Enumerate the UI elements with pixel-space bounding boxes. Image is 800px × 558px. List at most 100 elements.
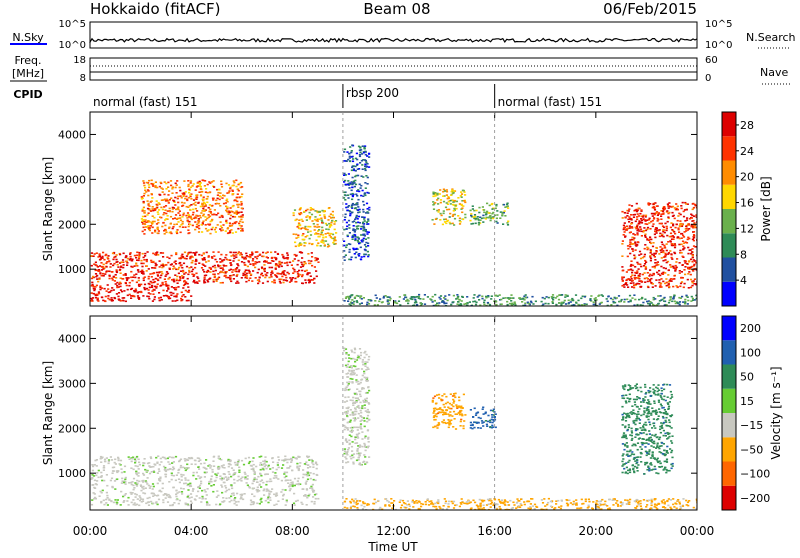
heatmap-cell (180, 270, 182, 272)
heatmap-cell (97, 300, 99, 302)
heatmap-cell (147, 477, 149, 479)
heatmap-cell (124, 479, 126, 481)
heatmap-cell (316, 226, 318, 228)
heatmap-cell (143, 257, 145, 259)
heatmap-cell (222, 195, 224, 197)
heatmap-cell (470, 422, 472, 424)
heatmap-cell (171, 475, 173, 477)
heatmap-cell (107, 504, 109, 506)
heatmap-cell (134, 462, 136, 464)
heatmap-cell (158, 292, 160, 294)
heatmap-cell (307, 467, 309, 469)
colorbar-tick-label: 16 (740, 197, 754, 210)
heatmap-cell (131, 458, 133, 460)
heatmap-cell (652, 246, 654, 248)
heatmap-cell (286, 467, 288, 469)
heatmap-cell (249, 256, 251, 258)
heatmap-cell (263, 488, 265, 490)
heatmap-cell (356, 153, 358, 155)
heatmap-cell (345, 254, 347, 256)
heatmap-cell (241, 460, 243, 462)
heatmap-cell (167, 501, 169, 503)
heatmap-cell (205, 228, 207, 230)
heatmap-cell (365, 162, 367, 164)
heatmap-cell (219, 199, 221, 201)
heatmap-cell (625, 229, 627, 231)
heatmap-cell (354, 366, 356, 368)
heatmap-cell (117, 266, 119, 268)
heatmap-cell (180, 467, 182, 469)
heatmap-cell (440, 298, 442, 300)
heatmap-cell (334, 221, 336, 223)
heatmap-cell (183, 213, 185, 215)
heatmap-cell (202, 208, 204, 210)
heatmap-cell (691, 220, 693, 222)
heatmap-cell (275, 494, 277, 496)
heatmap-cell (675, 227, 677, 229)
heatmap-cell (230, 496, 232, 498)
heatmap-cell (292, 260, 294, 262)
heatmap-cell (181, 292, 183, 294)
heatmap-cell (360, 412, 362, 414)
heatmap-cell (177, 221, 179, 223)
heatmap-cell (452, 204, 454, 206)
heatmap-cell (376, 297, 378, 299)
heatmap-cell (145, 219, 147, 221)
heatmap-cell (216, 189, 218, 191)
heatmap-cell (366, 304, 368, 306)
heatmap-cell (98, 278, 100, 280)
heatmap-cell (359, 402, 361, 404)
heatmap-cell (645, 215, 647, 217)
heatmap-cell (640, 218, 642, 220)
heatmap-cell (237, 212, 239, 214)
heatmap-cell (310, 486, 312, 488)
heatmap-cell (345, 247, 347, 249)
heatmap-cell (225, 254, 227, 256)
heatmap-cell (514, 301, 516, 303)
heatmap-cell (303, 495, 305, 497)
heatmap-cell (495, 304, 497, 306)
heatmap-cell (355, 194, 357, 196)
heatmap-cell (200, 194, 202, 196)
heatmap-cell (192, 185, 194, 187)
heatmap-cell (641, 235, 643, 237)
heatmap-cell (365, 242, 367, 244)
heatmap-cell (262, 256, 264, 258)
heatmap-cell (172, 504, 174, 506)
heatmap-cell (208, 260, 210, 262)
heatmap-cell (292, 272, 294, 274)
heatmap-cell (126, 285, 128, 287)
heatmap-cell (212, 251, 214, 253)
heatmap-cell (451, 189, 453, 191)
heatmap-cell (130, 295, 132, 297)
heatmap-cell (343, 151, 345, 153)
heatmap-cell (665, 278, 667, 280)
heatmap-cell (107, 288, 109, 290)
heatmap-cell (354, 439, 356, 441)
heatmap-cell (162, 214, 164, 216)
heatmap-cell (670, 253, 672, 255)
heatmap-cell (187, 278, 189, 280)
heatmap-cell (359, 162, 361, 164)
heatmap-cell (123, 290, 125, 292)
heatmap-cell (361, 302, 363, 304)
heatmap-cell (201, 191, 203, 193)
heatmap-cell (115, 463, 117, 465)
heatmap-cell (237, 206, 239, 208)
heatmap-cell (102, 268, 104, 270)
heatmap-cell (348, 357, 350, 359)
heatmap-cell (354, 186, 356, 188)
heatmap-cell (487, 217, 489, 219)
heatmap-cell (188, 189, 190, 191)
heatmap-cell (647, 303, 649, 305)
heatmap-cell (174, 289, 176, 291)
heatmap-cell (191, 273, 193, 275)
heatmap-cell (179, 500, 181, 502)
heatmap-cell (365, 436, 367, 438)
heatmap-cell (432, 301, 434, 303)
heatmap-cell (186, 464, 188, 466)
heatmap-cell (434, 300, 436, 302)
heatmap-cell (229, 225, 231, 227)
heatmap-cell (109, 278, 111, 280)
heatmap-cell (492, 426, 494, 428)
